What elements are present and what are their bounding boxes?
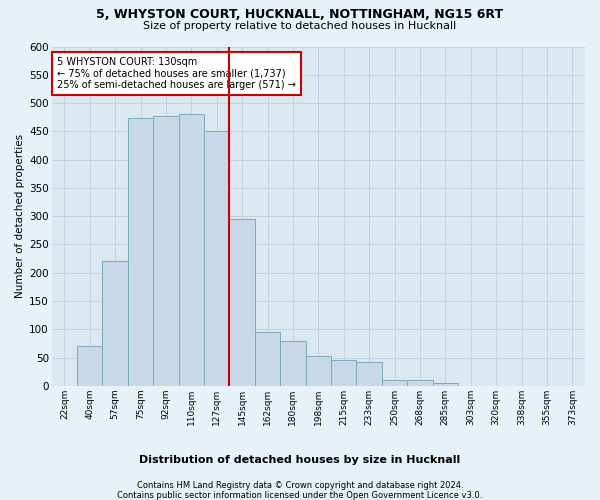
Text: Contains HM Land Registry data © Crown copyright and database right 2024.: Contains HM Land Registry data © Crown c… — [137, 481, 463, 490]
Bar — [280, 340, 305, 386]
Bar — [179, 114, 204, 386]
Text: 5, WHYSTON COURT, HUCKNALL, NOTTINGHAM, NG15 6RT: 5, WHYSTON COURT, HUCKNALL, NOTTINGHAM, … — [97, 8, 503, 20]
Bar — [103, 262, 128, 386]
Bar — [433, 383, 458, 386]
Bar — [153, 116, 179, 386]
Bar — [356, 362, 382, 386]
Bar — [407, 380, 433, 386]
Bar — [229, 219, 255, 386]
Bar — [382, 380, 407, 386]
Bar — [255, 332, 280, 386]
Bar — [128, 118, 153, 386]
Text: Contains public sector information licensed under the Open Government Licence v3: Contains public sector information licen… — [118, 491, 482, 500]
Text: Distribution of detached houses by size in Hucknall: Distribution of detached houses by size … — [139, 455, 461, 465]
Bar — [305, 356, 331, 386]
Text: 5 WHYSTON COURT: 130sqm
← 75% of detached houses are smaller (1,737)
25% of semi: 5 WHYSTON COURT: 130sqm ← 75% of detache… — [57, 56, 296, 90]
Y-axis label: Number of detached properties: Number of detached properties — [15, 134, 25, 298]
Text: Size of property relative to detached houses in Hucknall: Size of property relative to detached ho… — [143, 21, 457, 31]
Bar — [204, 132, 229, 386]
Bar — [331, 360, 356, 386]
Bar — [77, 346, 103, 386]
